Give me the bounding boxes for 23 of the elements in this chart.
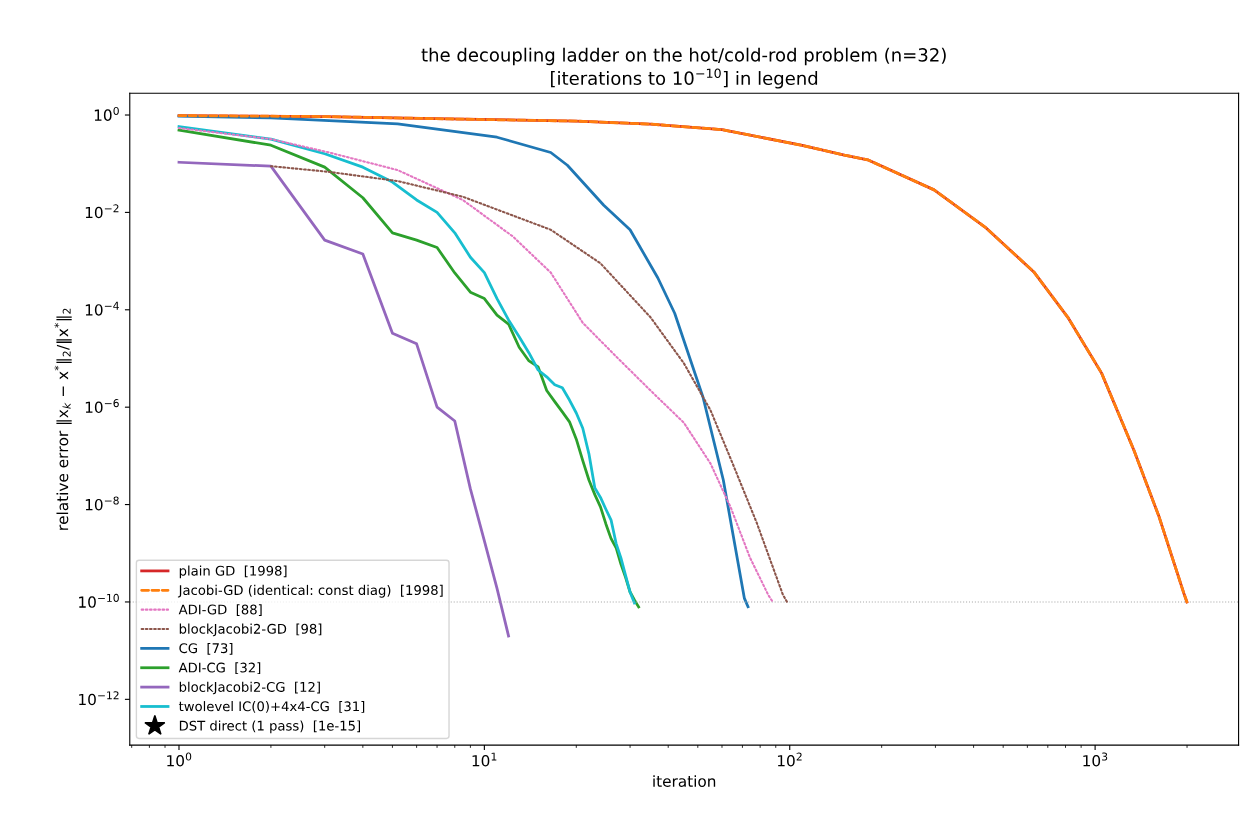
legend-label: Jacobi-GD (identical: const diag) [1998] (177, 584, 443, 598)
legend-label: blockJacobi2-CG [12] (179, 681, 320, 695)
x-tick-label: 10$^{0}$ (167, 752, 192, 767)
legend-label: blockJacobi2-GD [98] (179, 623, 322, 637)
y-tick-label: 10$^{−12}$ (79, 691, 119, 706)
x-tick-label: 10$^{3}$ (1083, 752, 1108, 767)
text: relative error ‖x$_{k}$ − x$^{*}$‖$_{2}$/‖x$^{*}$‖$_{2}$ (54, 308, 72, 530)
y-tick-label: 10$^{−6}$ (85, 399, 119, 414)
chart-title: the decoupling ladder on the hot/cold-rod problem (n=32) [iterations to 10$^{−10}$] in legend (421, 47, 946, 89)
legend-label: CG [73] (179, 642, 233, 655)
y-tick-label: 10$^{0}$ (94, 106, 119, 121)
legend-label: plain GD [1998] (179, 565, 287, 579)
x-axis-title: iteration (653, 775, 716, 787)
legend-label: ADI-GD [88] (178, 604, 262, 616)
y-tick-label: 10$^{−8}$ (85, 496, 119, 511)
legend-label: ADI-CG [32] (178, 662, 261, 675)
y-tick-label: 10$^{−10}$ (79, 593, 119, 608)
x-tick-label: 10$^{1}$ (472, 752, 497, 767)
y-tick-label: 10$^{−2}$ (85, 204, 119, 219)
legend-label: DST direct (1 pass) [1e-15] (179, 720, 360, 734)
legend-label: twolevel IC(0)+4x4-CG [31] (178, 701, 365, 713)
y-tick-label: 10$^{−4}$ (85, 301, 119, 316)
x-tick-label: 10$^{2}$ (777, 752, 802, 767)
